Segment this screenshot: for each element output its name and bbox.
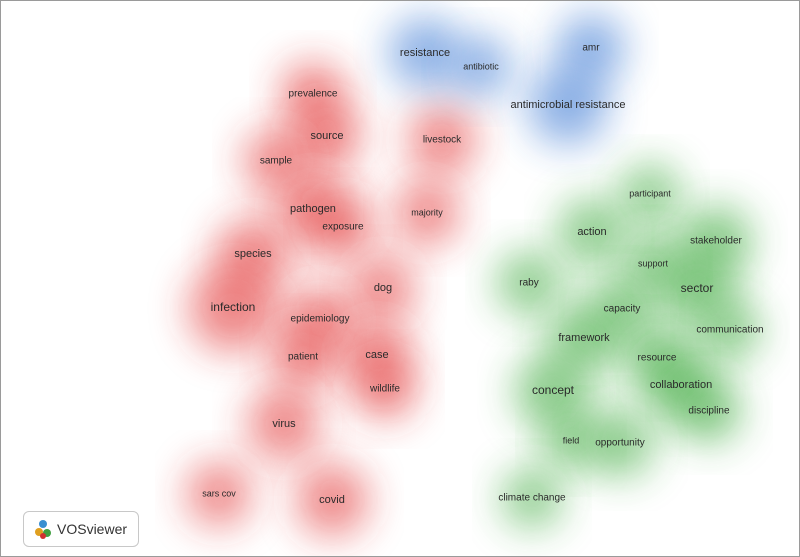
density-blob — [389, 17, 461, 89]
density-blob — [408, 106, 476, 174]
density-blob — [313, 197, 373, 257]
term-label[interactable]: raby — [519, 278, 538, 289]
term-label[interactable]: framework — [558, 332, 610, 344]
term-label[interactable]: livestock — [423, 135, 462, 146]
term-label[interactable]: wildlife — [369, 384, 400, 395]
density-blob — [451, 37, 511, 97]
density-blob — [557, 14, 625, 82]
term-label[interactable]: support — [638, 258, 669, 268]
density-blob — [502, 468, 562, 528]
term-label[interactable]: amr — [582, 43, 600, 54]
term-label[interactable]: field — [563, 435, 580, 445]
density-blob — [189, 264, 277, 352]
term-label[interactable]: prevalence — [289, 89, 338, 100]
term-label[interactable]: stakeholder — [690, 236, 742, 247]
density-blob — [271, 325, 335, 389]
term-label[interactable]: discipline — [688, 406, 730, 417]
density-blob — [395, 181, 459, 245]
term-label[interactable]: participant — [629, 188, 671, 198]
density-blob — [586, 409, 654, 477]
term-label[interactable]: exposure — [322, 222, 364, 233]
density-blob — [543, 413, 599, 469]
vosviewer-logo: VOSviewer — [23, 511, 139, 547]
density-blob — [296, 464, 368, 536]
term-label[interactable]: antibiotic — [463, 61, 499, 71]
density-blob — [355, 359, 415, 419]
term-label[interactable]: epidemiology — [291, 314, 350, 325]
term-label[interactable]: dog — [374, 282, 392, 294]
density-blob — [677, 379, 741, 443]
density-blob — [620, 164, 680, 224]
term-label[interactable]: covid — [319, 494, 345, 506]
term-label[interactable]: antimicrobial resistance — [511, 99, 626, 111]
term-label[interactable]: case — [365, 349, 388, 361]
logo-text: VOSviewer — [57, 521, 128, 537]
density-blob — [248, 388, 320, 460]
term-label[interactable]: majority — [411, 207, 443, 217]
density-blob — [497, 251, 561, 315]
logo-icon — [35, 520, 51, 539]
term-label[interactable]: virus — [272, 418, 296, 430]
term-label[interactable]: resistance — [400, 47, 450, 59]
term-label[interactable]: communication — [696, 325, 763, 336]
term-label[interactable]: sars cov — [202, 488, 236, 498]
density-blob — [187, 462, 251, 526]
term-label[interactable]: concept — [532, 383, 575, 397]
density-blob — [558, 198, 626, 266]
term-label[interactable]: capacity — [604, 304, 641, 315]
term-label[interactable]: climate change — [498, 493, 566, 504]
density-blob — [528, 65, 608, 145]
term-label[interactable]: action — [577, 226, 606, 238]
term-label[interactable]: source — [310, 130, 343, 142]
term-label[interactable]: infection — [211, 300, 256, 314]
density-blob — [700, 300, 760, 360]
term-label[interactable]: patient — [288, 352, 318, 363]
term-label[interactable]: species — [234, 248, 272, 260]
term-label[interactable]: sample — [260, 156, 293, 167]
density-blob — [244, 129, 308, 193]
term-label[interactable]: pathogen — [290, 203, 336, 215]
density-blob — [351, 256, 415, 320]
density-blob — [515, 353, 591, 429]
term-label[interactable]: opportunity — [595, 438, 644, 449]
term-label[interactable]: resource — [638, 353, 677, 364]
density-blob — [293, 102, 361, 170]
term-label[interactable]: collaboration — [650, 379, 712, 391]
term-label[interactable]: sector — [681, 281, 714, 295]
